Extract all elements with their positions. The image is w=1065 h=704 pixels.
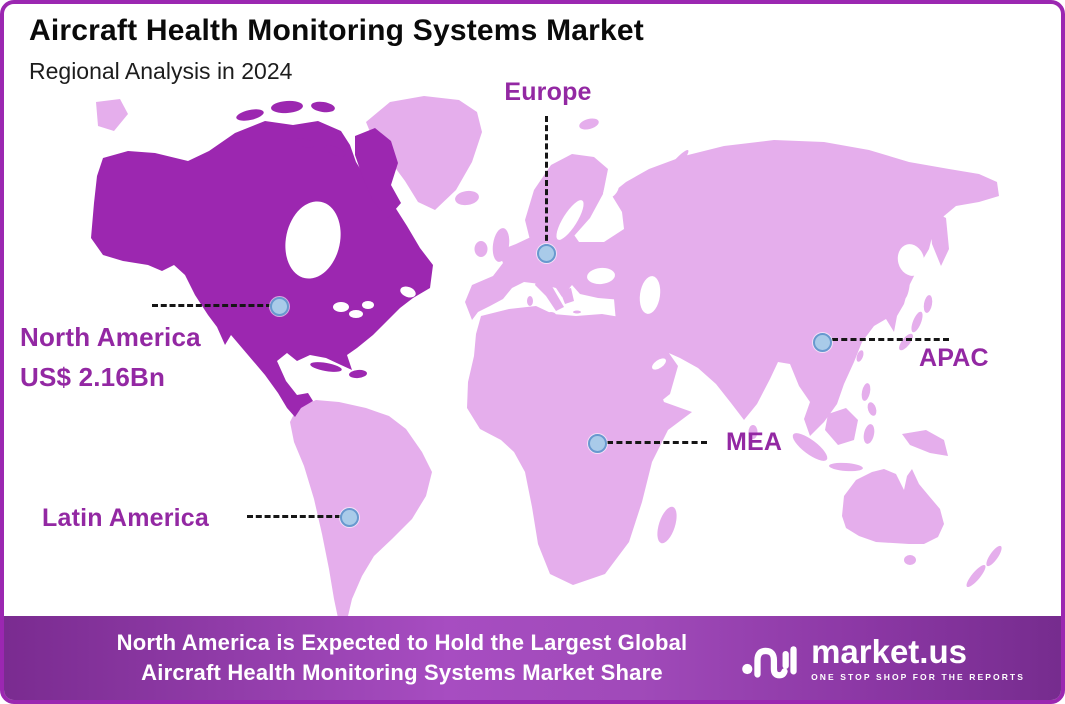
baltic-sea xyxy=(556,200,584,240)
borneo xyxy=(825,408,858,445)
sea-of-okhotsk xyxy=(897,244,925,276)
europe-marker xyxy=(537,244,556,263)
mea-leader-line xyxy=(607,441,707,444)
baffin-island xyxy=(355,128,401,218)
eurasia-region xyxy=(465,140,999,436)
footer-banner: North America is Expected to Hold the La… xyxy=(4,616,1061,700)
north-america-marker xyxy=(270,297,289,316)
kamchatka xyxy=(930,212,949,266)
apac-marker xyxy=(813,333,832,352)
latin-america-label: Latin America xyxy=(42,504,210,532)
brand-tagline: ONE STOP SHOP FOR THE REPORTS xyxy=(811,671,1025,682)
apac-leader-line xyxy=(832,338,949,341)
sri-lanka xyxy=(748,425,758,439)
north-america-label: North America xyxy=(20,322,201,352)
africa-region xyxy=(467,306,692,585)
black-sea xyxy=(587,267,615,285)
footer-headline: North America is Expected to Hold the La… xyxy=(52,628,752,689)
italy xyxy=(535,276,564,311)
page-title: Aircraft Health Monitoring Systems Marke… xyxy=(29,14,644,47)
north-america-region xyxy=(91,100,433,417)
caspian-sea xyxy=(639,276,661,314)
north-america-leader-line xyxy=(152,304,272,307)
mea-marker xyxy=(588,434,607,453)
north-america-value: US$ 2.16Bn xyxy=(20,362,166,392)
latin-america-leader-line xyxy=(247,515,341,518)
latin-america-region xyxy=(290,400,432,618)
brand-logo: market.us ONE STOP SHOP FOR THE REPORTS xyxy=(741,616,1025,700)
marketus-wave-icon xyxy=(742,646,797,679)
hudson-bay xyxy=(285,201,341,279)
greenland-region xyxy=(366,96,482,210)
world-map xyxy=(91,96,1002,618)
australia xyxy=(842,469,944,544)
header: Aircraft Health Monitoring Systems Marke… xyxy=(29,14,644,85)
brand-name: market.us xyxy=(811,632,967,670)
japan xyxy=(899,333,913,351)
latin-america-marker xyxy=(340,508,359,527)
mea-label: MEA xyxy=(726,428,783,456)
philippines xyxy=(861,383,871,401)
other-regions-landmass xyxy=(96,96,1002,618)
cuba xyxy=(310,362,342,372)
footer-headline-line1: North America is Expected to Hold the La… xyxy=(116,630,688,655)
footer-headline-line2: Aircraft Health Monitoring Systems Marke… xyxy=(141,660,663,686)
inland-seas xyxy=(285,181,925,370)
new-guinea xyxy=(902,430,948,456)
new-zealand xyxy=(986,545,1002,567)
page-subtitle: Regional Analysis in 2024 xyxy=(29,58,293,84)
europe-leader-line xyxy=(545,116,548,250)
europe-label: Europe xyxy=(504,78,592,106)
madagascar xyxy=(657,506,677,544)
apac-label: APAC xyxy=(919,344,989,372)
brand-text: market.us ONE STOP SHOP FOR THE REPORTS xyxy=(811,635,1025,682)
